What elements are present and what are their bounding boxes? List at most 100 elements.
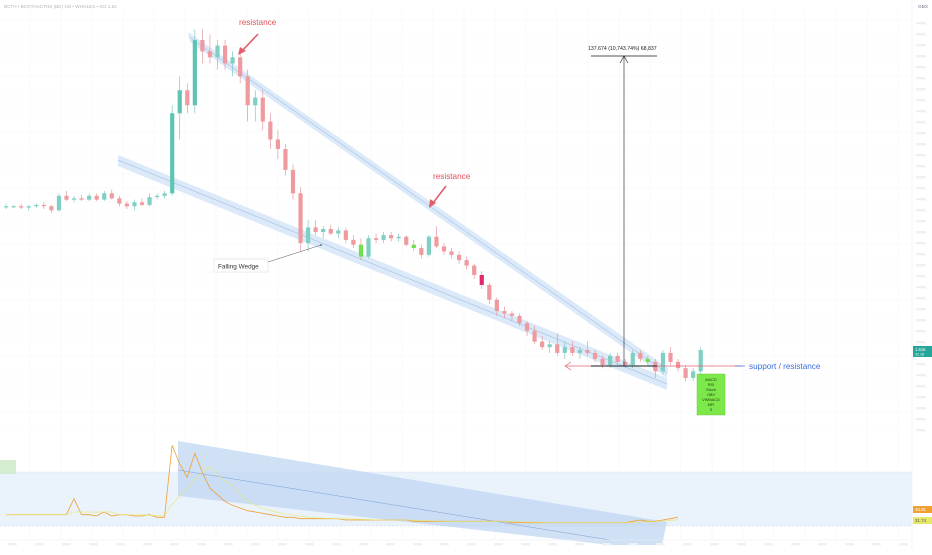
- price-axis: [8, 22, 926, 546]
- candle-body: [396, 236, 401, 239]
- candle-body: [434, 236, 439, 247]
- signal-box-line: MFI: [708, 402, 715, 407]
- time-axis-tick: [251, 543, 260, 546]
- price-axis-tick: [916, 297, 926, 300]
- measure-arrow-head: [619, 55, 629, 64]
- candle-body: [321, 228, 326, 233]
- price-axis-tick: [916, 99, 926, 102]
- price-axis-tick: [916, 275, 926, 278]
- time-axis-tick: [494, 543, 503, 546]
- time-axis-tick: [386, 543, 395, 546]
- candle-body: [207, 51, 213, 58]
- price-axis-tick: [916, 154, 926, 157]
- candle-body: [230, 57, 235, 64]
- time-axis-tick: [467, 543, 476, 546]
- candle-body: [49, 206, 54, 211]
- price-axis-tick: [916, 286, 926, 289]
- candle-body: [373, 238, 379, 240]
- upper-channel-mid: [188, 36, 668, 374]
- candle-body: [449, 251, 454, 255]
- candle-body: [389, 235, 394, 239]
- candle-body: [381, 235, 386, 240]
- price-axis-tick: [916, 418, 926, 421]
- candle-body: [41, 204, 46, 207]
- time-axis-tick: [575, 543, 584, 546]
- time-axis-tick: [683, 543, 692, 546]
- price-axis-tick: [916, 264, 926, 267]
- resistance-label-top: resistance: [239, 18, 277, 27]
- time-axis-tick: [872, 543, 881, 546]
- candle-body: [275, 139, 280, 150]
- indicator-left-fill: [0, 460, 16, 474]
- candle-body: [457, 254, 462, 261]
- candle-body: [132, 202, 137, 207]
- time-axis-tick: [62, 543, 71, 546]
- time-axis-tick: [710, 543, 719, 546]
- candle-body: [419, 248, 424, 255]
- candle-body: [11, 206, 16, 208]
- candle-body: [351, 239, 356, 245]
- candle-body: [124, 203, 129, 207]
- candle-body: [200, 40, 205, 52]
- indicator-tag-2: [913, 517, 932, 524]
- time-axis-tick: [656, 543, 665, 546]
- price-axis-tick: [916, 319, 926, 322]
- support-label: support / resistance: [749, 362, 821, 371]
- resistance-arrow-mid-head: [429, 199, 436, 208]
- candle-body: [268, 121, 273, 140]
- candle-body: [464, 260, 469, 266]
- candle-body: [472, 265, 477, 275]
- candle-body: [479, 274, 484, 285]
- measure-label: 137.674 (10,743.74%) 68,837: [588, 46, 657, 52]
- current-price-tag: [913, 346, 932, 357]
- symbol-line: BCTH • BCOTHACTHS (BD) 1W • WHOLES • GO …: [4, 4, 117, 9]
- candle-body: [698, 350, 703, 372]
- time-axis-tick: [8, 543, 17, 546]
- signal-box-line: S: [710, 407, 713, 412]
- candle-body: [623, 361, 628, 365]
- time-axis-tick: [548, 543, 557, 546]
- indicator-wedge: [178, 441, 667, 545]
- candle-body: [494, 299, 499, 312]
- resistance-label-mid: resistance: [433, 172, 471, 181]
- candle-body: [222, 45, 228, 64]
- grid: [0, 10, 912, 540]
- time-axis-tick: [521, 543, 530, 546]
- price-axis-tick: [916, 55, 926, 58]
- price-axis-tick: [916, 44, 926, 47]
- candle-body: [253, 97, 258, 106]
- time-axis-tick: [143, 543, 152, 546]
- indicator-value-2: 31.74: [915, 518, 927, 523]
- candle-body: [177, 90, 182, 114]
- candle-body: [26, 206, 31, 208]
- time-axis-tick: [197, 543, 206, 546]
- candle-body: [306, 227, 311, 244]
- candle-body: [147, 197, 152, 205]
- wedge-callout: Falling Wedge: [213, 244, 322, 273]
- price-axis-tick: [916, 407, 926, 410]
- indicator-wedge-mid: [177, 469, 611, 541]
- time-axis-tick: [359, 543, 368, 546]
- candle-body: [600, 358, 605, 365]
- lower-channel-mid: [117, 159, 668, 385]
- candle-body: [336, 230, 341, 234]
- price-axis-tick: [916, 66, 926, 69]
- candle-body: [547, 344, 552, 348]
- candle-body: [109, 193, 114, 199]
- signal-box-line: Stoch: [706, 387, 716, 392]
- price-axis-tick: [916, 308, 926, 311]
- price-axis-tick: [916, 176, 926, 179]
- signal-box-line: OBV: [707, 392, 716, 397]
- candle-body: [358, 244, 364, 257]
- candle-body: [238, 57, 243, 77]
- candle-body: [426, 236, 431, 255]
- candle-body: [691, 371, 696, 378]
- candle-body: [260, 97, 265, 122]
- candle-body: [638, 352, 643, 359]
- candle-body: [283, 149, 288, 170]
- time-axis-tick: [818, 543, 827, 546]
- candle-body: [555, 344, 560, 353]
